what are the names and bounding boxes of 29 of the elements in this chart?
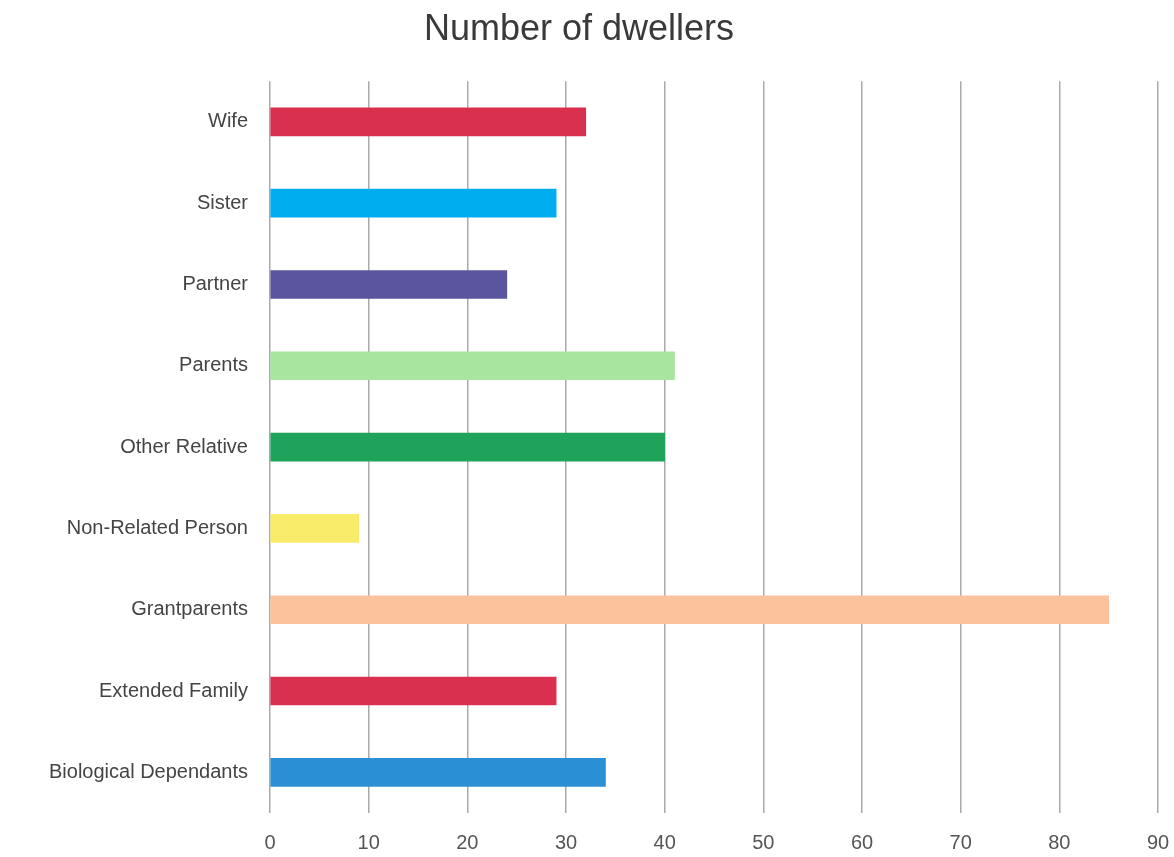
y-tick-label: Extended Family bbox=[99, 678, 248, 701]
bar bbox=[270, 107, 587, 137]
bar bbox=[270, 595, 1109, 625]
bar bbox=[270, 432, 665, 462]
chart-title: Number of dwellers bbox=[423, 6, 735, 48]
x-tick-label: 30 bbox=[554, 830, 578, 853]
y-tick-label: Non-Related Person bbox=[66, 515, 248, 538]
bar bbox=[270, 188, 557, 218]
y-tick-label: Wife bbox=[208, 109, 248, 132]
x-tick-label: 60 bbox=[850, 830, 874, 853]
y-tick-label: Biological Dependants bbox=[48, 759, 248, 782]
y-tick-label: Partner bbox=[182, 271, 249, 294]
x-tick-label: 0 bbox=[264, 830, 276, 853]
x-tick-label: 50 bbox=[752, 830, 775, 853]
x-tick-label: 80 bbox=[1048, 830, 1071, 853]
bar bbox=[270, 351, 675, 381]
x-tick-label: 40 bbox=[653, 830, 676, 853]
y-tick-label: Other Relative bbox=[120, 434, 248, 457]
x-tick-label: 70 bbox=[949, 830, 972, 853]
x-tick-label: 10 bbox=[357, 830, 380, 853]
bar bbox=[270, 514, 360, 543]
bar bbox=[270, 758, 606, 787]
x-tick-label: 90 bbox=[1146, 830, 1170, 853]
y-tick-label: Grantparents bbox=[131, 597, 248, 620]
y-tick-label: Parents bbox=[179, 353, 248, 376]
bar bbox=[270, 676, 557, 706]
y-tick-label: Sister bbox=[196, 190, 249, 213]
bar bbox=[270, 270, 508, 299]
x-tick-label: 20 bbox=[456, 830, 479, 853]
